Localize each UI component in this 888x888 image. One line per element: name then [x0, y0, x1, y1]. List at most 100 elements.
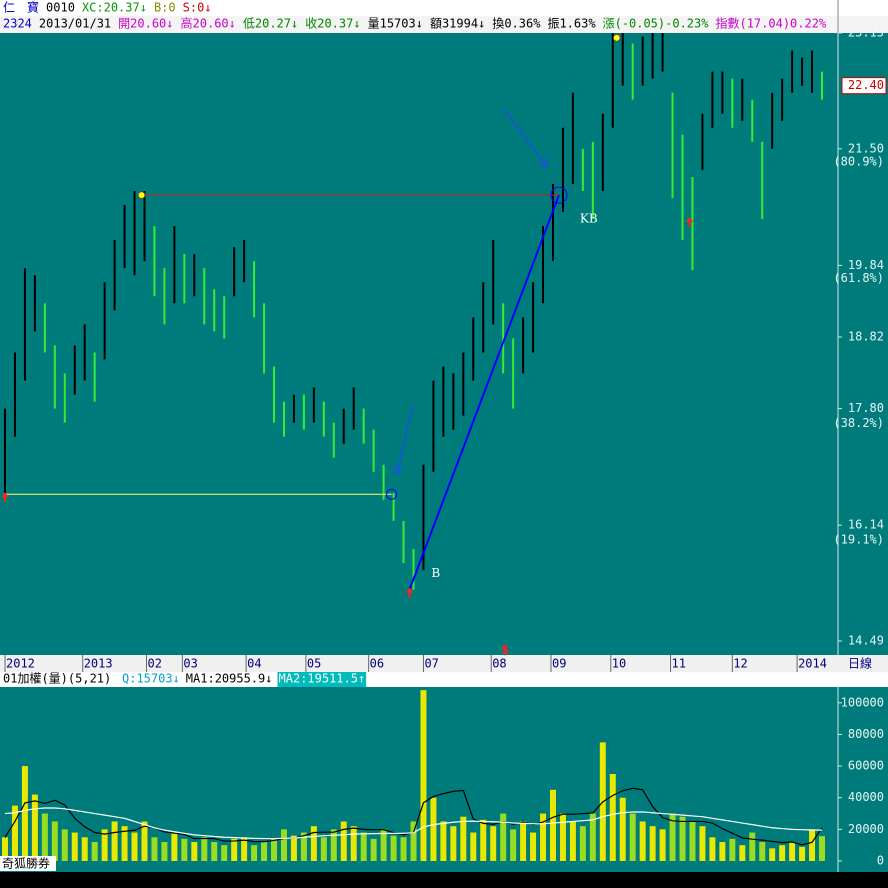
- volume-bar: [540, 813, 547, 861]
- volume-bar: [559, 813, 566, 861]
- volume-bar: [819, 836, 825, 861]
- y-tick-label: 0: [877, 854, 884, 868]
- buy-signal: [1, 492, 9, 503]
- volume-bar: [271, 838, 278, 861]
- volume-bar: [131, 832, 138, 861]
- x-tick-label: 11: [672, 657, 686, 671]
- marker: $: [501, 643, 509, 657]
- volume-bar: [201, 837, 208, 861]
- circle-marker: [386, 488, 398, 500]
- volume-bar: [390, 835, 397, 861]
- volume-header-bar: [0, 672, 888, 687]
- header-field: 指數(17.04)0.22%: [715, 16, 826, 31]
- volume-bar: [649, 826, 656, 861]
- volume-title: 01加權(量)(5,21): [3, 672, 111, 686]
- volume-bar: [251, 845, 258, 861]
- y-tick-label: 100000: [841, 695, 884, 709]
- volume-bar: [809, 829, 816, 861]
- buy-signal: [405, 587, 414, 598]
- volume-bar: [350, 826, 357, 861]
- x-tick-label: 04: [247, 657, 261, 671]
- header-field: S:0↓: [183, 1, 212, 15]
- fib-label: (38.2%): [833, 416, 884, 430]
- header-field: 2324: [3, 17, 32, 31]
- volume-bar: [669, 813, 676, 861]
- volume-bar: [609, 774, 616, 861]
- volume-bar: [121, 826, 128, 861]
- volume-bar: [490, 826, 497, 861]
- volume-bar: [340, 821, 347, 861]
- date-axis-strip: [0, 655, 888, 672]
- volume-bar: [161, 842, 168, 861]
- period-label: 日線: [848, 656, 872, 671]
- header-field: 換0.36%: [492, 17, 541, 31]
- volume-bar: [211, 842, 218, 861]
- y-tick-label: 23.15: [848, 26, 884, 40]
- volume-bar: [450, 826, 457, 861]
- fib-label: (19.1%): [833, 532, 884, 546]
- volume-bar: [61, 829, 68, 861]
- y-tick-label: 19.84: [848, 258, 884, 272]
- fib-label: (80.9%): [833, 155, 884, 169]
- annotation: KB: [580, 212, 598, 226]
- volume-bar: [729, 838, 736, 861]
- volume-bar: [530, 832, 537, 861]
- x-tick-label: 06: [370, 657, 384, 671]
- trend-line: [408, 194, 560, 591]
- volume-bar: [91, 842, 98, 861]
- y-tick-label: 80000: [848, 727, 884, 741]
- y-tick-label: 17.80: [848, 401, 884, 415]
- x-tick-label: 08: [492, 657, 506, 671]
- volume-bar: [280, 829, 287, 861]
- y-tick-label: 14.49: [848, 634, 884, 648]
- footer-text: 奇狐勝券: [2, 856, 50, 871]
- x-tick-label: 12: [733, 657, 747, 671]
- volume-bar: [500, 813, 507, 861]
- header-field: 開20.60↓: [118, 17, 173, 31]
- volume-bar: [380, 829, 387, 861]
- y-tick-label: 40000: [848, 790, 884, 804]
- volume-bar: [799, 846, 806, 861]
- x-tick-label: 2013: [84, 657, 113, 671]
- volume-bar: [769, 848, 776, 861]
- legend-entry: Q:15703↓: [122, 672, 180, 686]
- volume-bar: [11, 805, 18, 861]
- arrow: [394, 404, 414, 475]
- volume-bar: [739, 845, 746, 861]
- header-field: 仁 寶: [3, 0, 39, 15]
- legend-entry: MA1:20955.9↓: [186, 672, 273, 686]
- volume-bar: [679, 816, 686, 861]
- dot-marker: [612, 33, 621, 42]
- legend-bg: [277, 672, 367, 687]
- circle-marker: [550, 186, 568, 204]
- volume-bar: [111, 821, 118, 861]
- header-field: 漲(-0.05)-0.23%: [603, 17, 710, 31]
- x-tick-label: 09: [552, 657, 566, 671]
- volume-bar: [709, 837, 716, 861]
- header-field: 收20.37↓: [305, 17, 360, 31]
- volume-bar: [619, 797, 626, 861]
- header-field: 低20.27↓: [243, 17, 298, 31]
- volume-bar: [789, 842, 796, 861]
- volume-bar: [51, 821, 58, 861]
- volume-bar: [759, 842, 766, 861]
- volume-bar: [71, 832, 78, 861]
- y-tick-label: 16.14: [848, 518, 884, 532]
- price-panel: [0, 33, 888, 655]
- volume-bar: [231, 838, 238, 861]
- volume-bar: [221, 845, 228, 861]
- header-bar-2: [0, 16, 888, 33]
- volume-bar: [470, 832, 477, 861]
- volume-bar: [430, 797, 437, 861]
- volume-bar: [629, 813, 636, 861]
- last-price-label: 22.40: [848, 78, 884, 92]
- volume-bar: [300, 832, 307, 861]
- volume-bar: [639, 821, 646, 861]
- y-tick-label: 20000: [848, 822, 884, 836]
- fib-label: (61.8%): [833, 271, 884, 285]
- annotation: B: [431, 566, 440, 580]
- volume-bar: [689, 821, 696, 861]
- volume-bar: [440, 821, 447, 861]
